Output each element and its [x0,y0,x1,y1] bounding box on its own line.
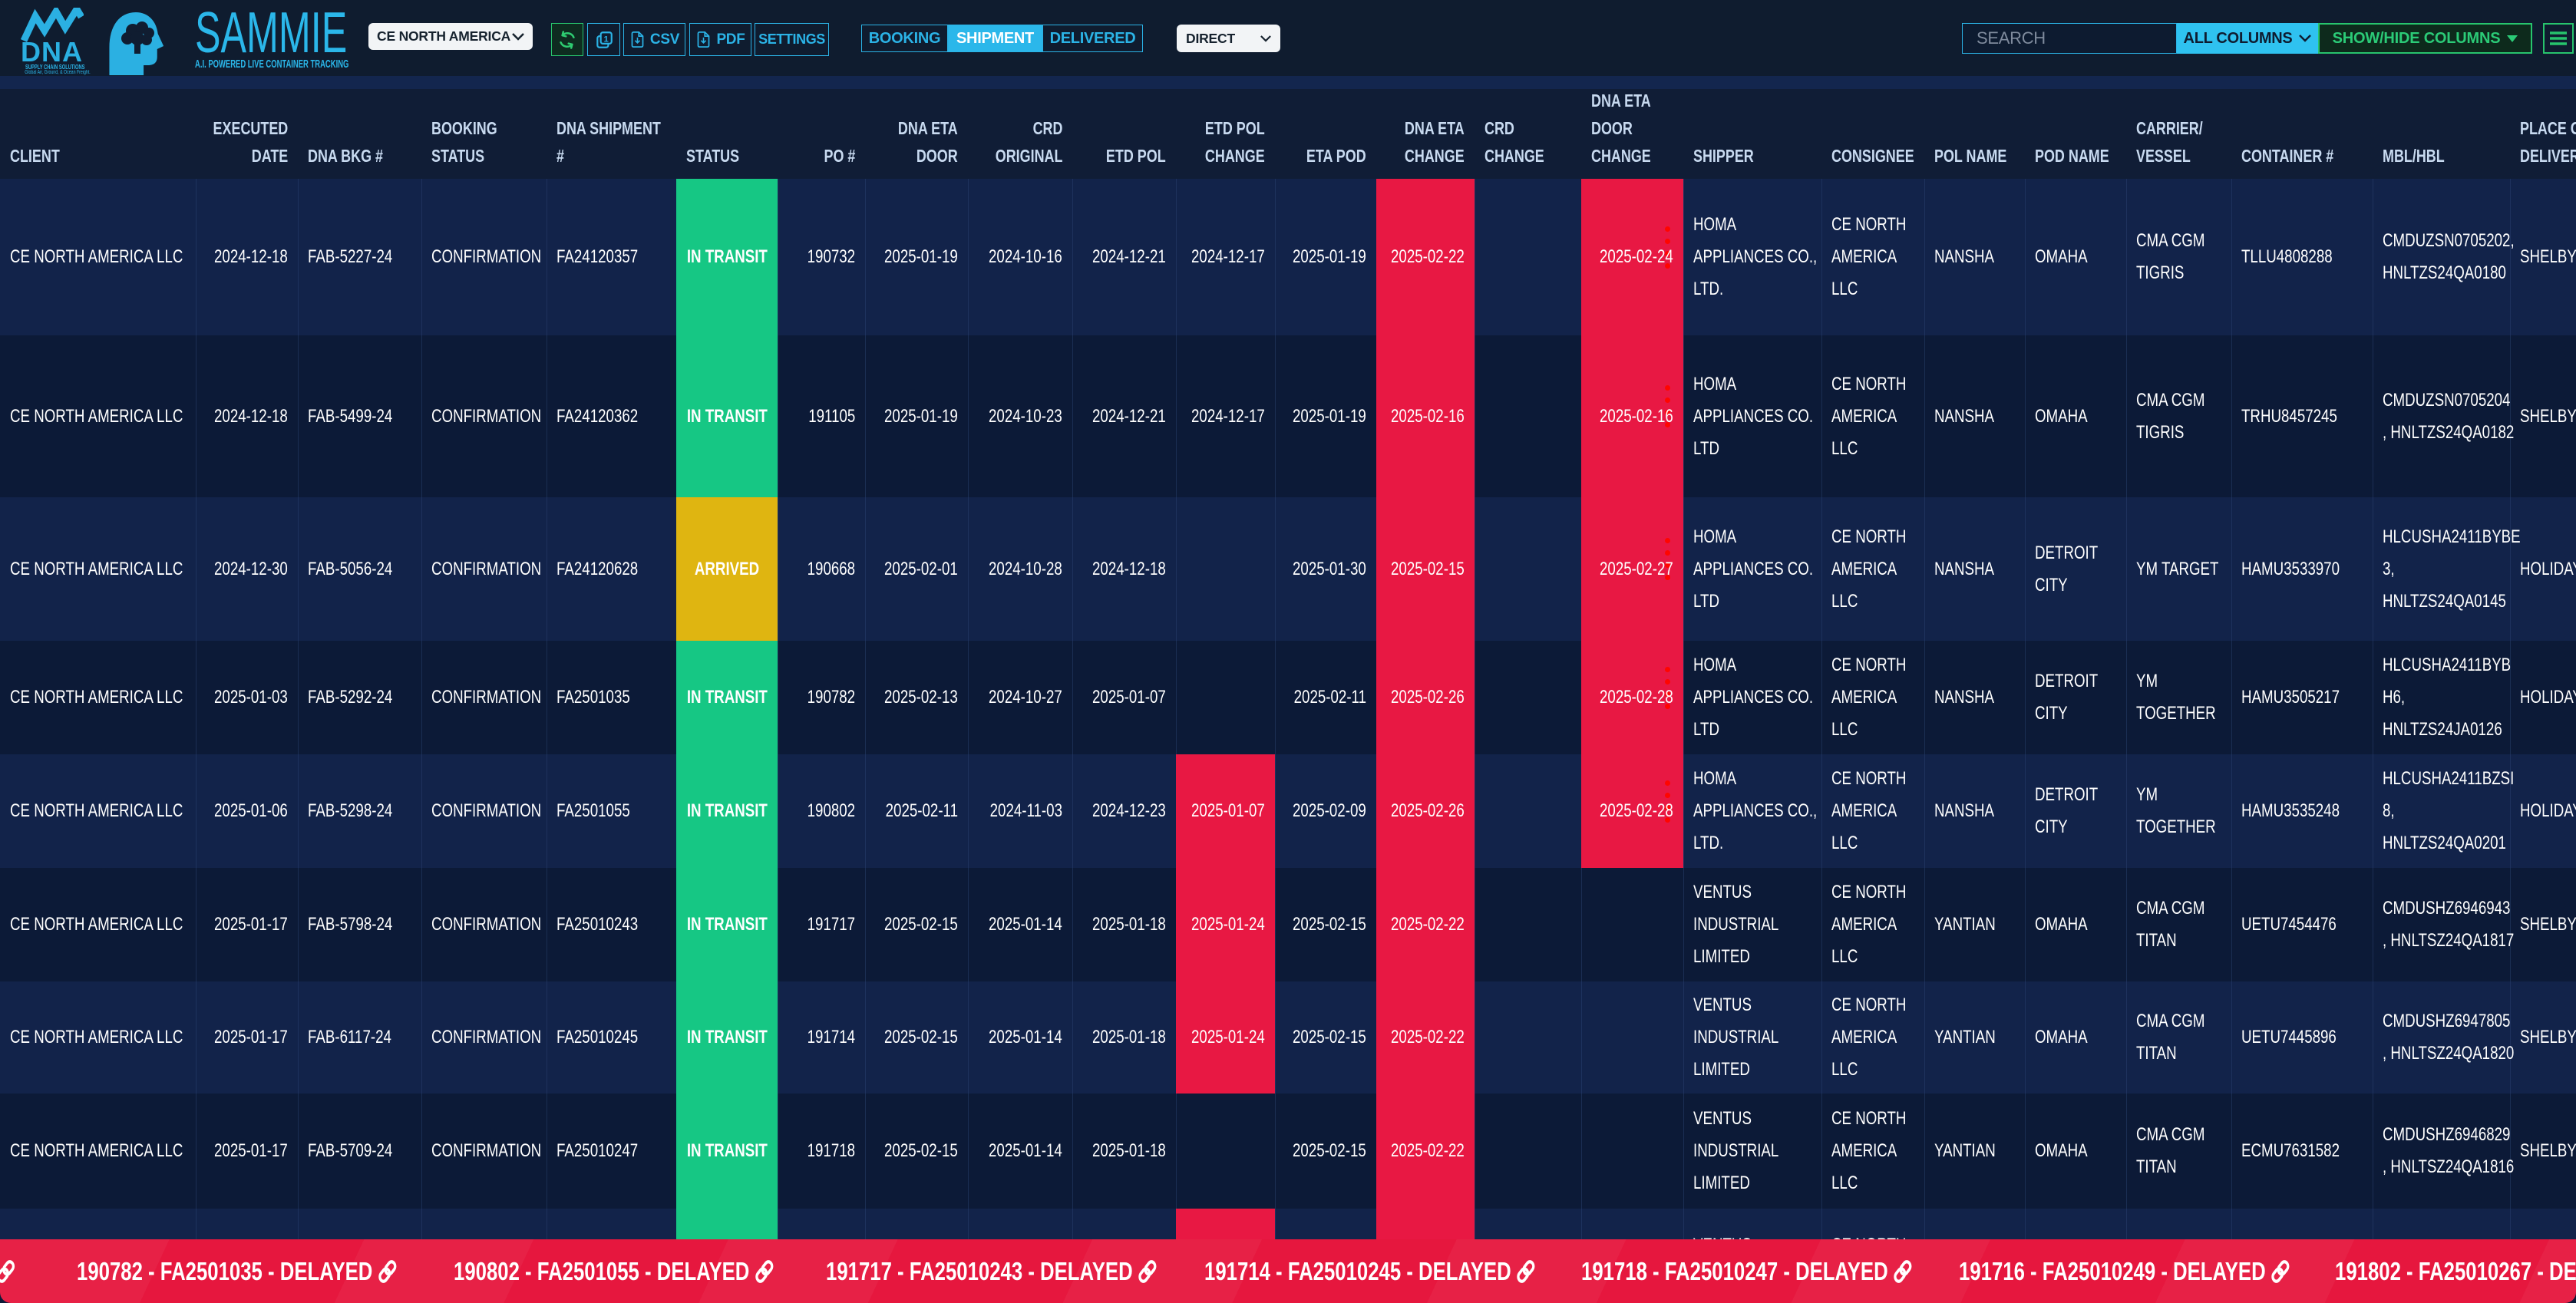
svg-text:1: 1 [603,35,608,44]
